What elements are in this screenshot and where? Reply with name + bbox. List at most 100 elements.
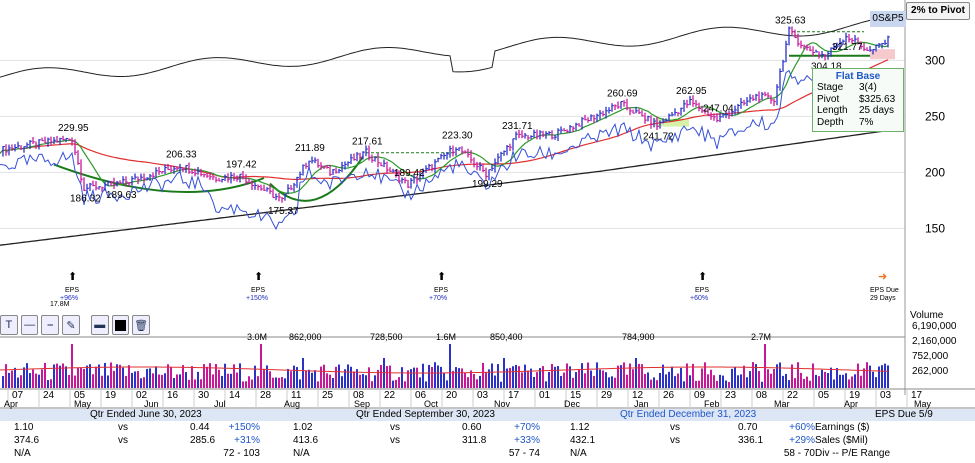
volume-bar (329, 374, 331, 388)
day-label: 17 (911, 390, 923, 401)
volume-bar (161, 374, 163, 388)
eps-arrow-icon: ⬆ (437, 271, 446, 283)
volume-bar (674, 376, 676, 388)
volume-bar (404, 381, 406, 388)
volume-bar (743, 365, 745, 388)
price-label: 231.71 (502, 121, 533, 132)
pivot-distance-button[interactable]: 2% to Pivot (906, 2, 970, 20)
volume-bar (557, 366, 559, 388)
eps-label: EPS (65, 287, 79, 294)
volume-bar (227, 373, 229, 388)
day-label: 05 (74, 390, 86, 401)
volume-bar (215, 364, 217, 388)
volume-bar (857, 363, 859, 388)
volume-bar (581, 363, 583, 388)
base-row-length: Length 25 days (817, 105, 895, 116)
volume-label: 784,900 (622, 332, 655, 342)
price-label: 304.18 (811, 62, 842, 73)
volume-bar (236, 372, 238, 388)
volume-bar (629, 363, 631, 388)
volume-bar (683, 381, 685, 388)
volume-bar (371, 381, 373, 388)
volume-bar (653, 377, 655, 388)
volume-bar (587, 362, 589, 388)
volume-bar (767, 369, 769, 388)
table-cell: +29% (789, 435, 815, 446)
price-label: 199.29 (472, 179, 503, 190)
volume-bar (602, 370, 604, 388)
eps-change: +96% (60, 295, 78, 302)
volume-bar (377, 369, 379, 388)
volume-bar (425, 381, 427, 388)
volume-ma-line (0, 366, 889, 374)
volume-bar (545, 381, 547, 388)
table-cell: 1.02 (293, 422, 313, 433)
volume-bar (320, 366, 322, 388)
month-label: May (914, 399, 932, 409)
volume-bar (599, 369, 601, 388)
line-width-icon[interactable]: ▬ (90, 315, 109, 335)
month-label: Jun (144, 399, 159, 409)
volume-bar (881, 365, 883, 388)
base-row-depth: Depth 7% (817, 116, 874, 128)
volume-bars: 3.0M 862,000 728,500 1.6M 850,400 784,900 2.7M (0, 332, 905, 388)
volume-bar (80, 367, 82, 388)
volume-bar (485, 372, 487, 388)
volume-bar (167, 364, 169, 388)
volume-bar (758, 371, 760, 388)
volume-bar (560, 375, 562, 388)
volume-bar (764, 344, 766, 388)
drawing-toolbar: T — ⎯ ✎ ▬ 🗑 (0, 313, 150, 337)
text-tool-icon[interactable]: T (0, 315, 18, 335)
volume-bar (449, 344, 451, 388)
volume-bar (575, 372, 577, 388)
base-highlight (654, 118, 689, 127)
volume-bar (266, 365, 268, 388)
line-tool-icon[interactable]: — (20, 315, 39, 335)
volume-bar (194, 379, 196, 388)
volume-bar (368, 367, 370, 388)
color-swatch-icon[interactable] (111, 315, 130, 335)
delete-icon[interactable]: 🗑 (132, 315, 150, 335)
volume-bar (866, 362, 868, 388)
volume-bar (2, 375, 4, 388)
volume-label: 3.0M (247, 332, 267, 342)
volume-bar (737, 375, 739, 388)
volume-bar (374, 375, 376, 388)
volume-bar (836, 368, 838, 388)
volume-bar (659, 372, 661, 388)
volume-bar (719, 374, 721, 388)
volume-bar (245, 381, 247, 388)
sp500-label: 0S&P5 (870, 11, 906, 27)
volume-bar (260, 344, 262, 388)
table-cell: 0.70 (738, 422, 758, 433)
volume-bar (287, 368, 289, 388)
day-label: 19 (105, 390, 117, 401)
volume-bar (218, 369, 220, 388)
volume-bar (74, 375, 76, 388)
day-label: 17 (508, 390, 520, 401)
volume-bar (86, 365, 88, 388)
volume-bar (707, 374, 709, 388)
table-cell: 0.44 (190, 422, 210, 433)
pen-tool-icon[interactable]: ✎ (62, 315, 80, 335)
volume-bar (503, 358, 505, 388)
volume-bar (788, 380, 790, 388)
price-label: 321.77 (832, 42, 863, 53)
volume-bar (527, 370, 529, 388)
volume-bar (623, 362, 625, 388)
volume-bar (860, 375, 862, 388)
volume-bar (164, 373, 166, 388)
volume-bar (179, 374, 181, 388)
volume-bar (806, 376, 808, 388)
table-cell: +33% (514, 435, 540, 446)
volume-tick-label: 752,000 (912, 351, 949, 362)
day-label: 08 (353, 390, 365, 401)
volume-bar (695, 380, 697, 388)
volume-bar (479, 375, 481, 388)
price-label: 241.72 (643, 132, 674, 143)
stock-chart: 229.95 186.32 189.63 206.33 197.42 175.37 211.… (0, 0, 975, 409)
hline-tool-icon[interactable]: ⎯ (41, 315, 60, 335)
price-label: 262.95 (676, 86, 707, 97)
day-label: 02 (136, 390, 148, 401)
